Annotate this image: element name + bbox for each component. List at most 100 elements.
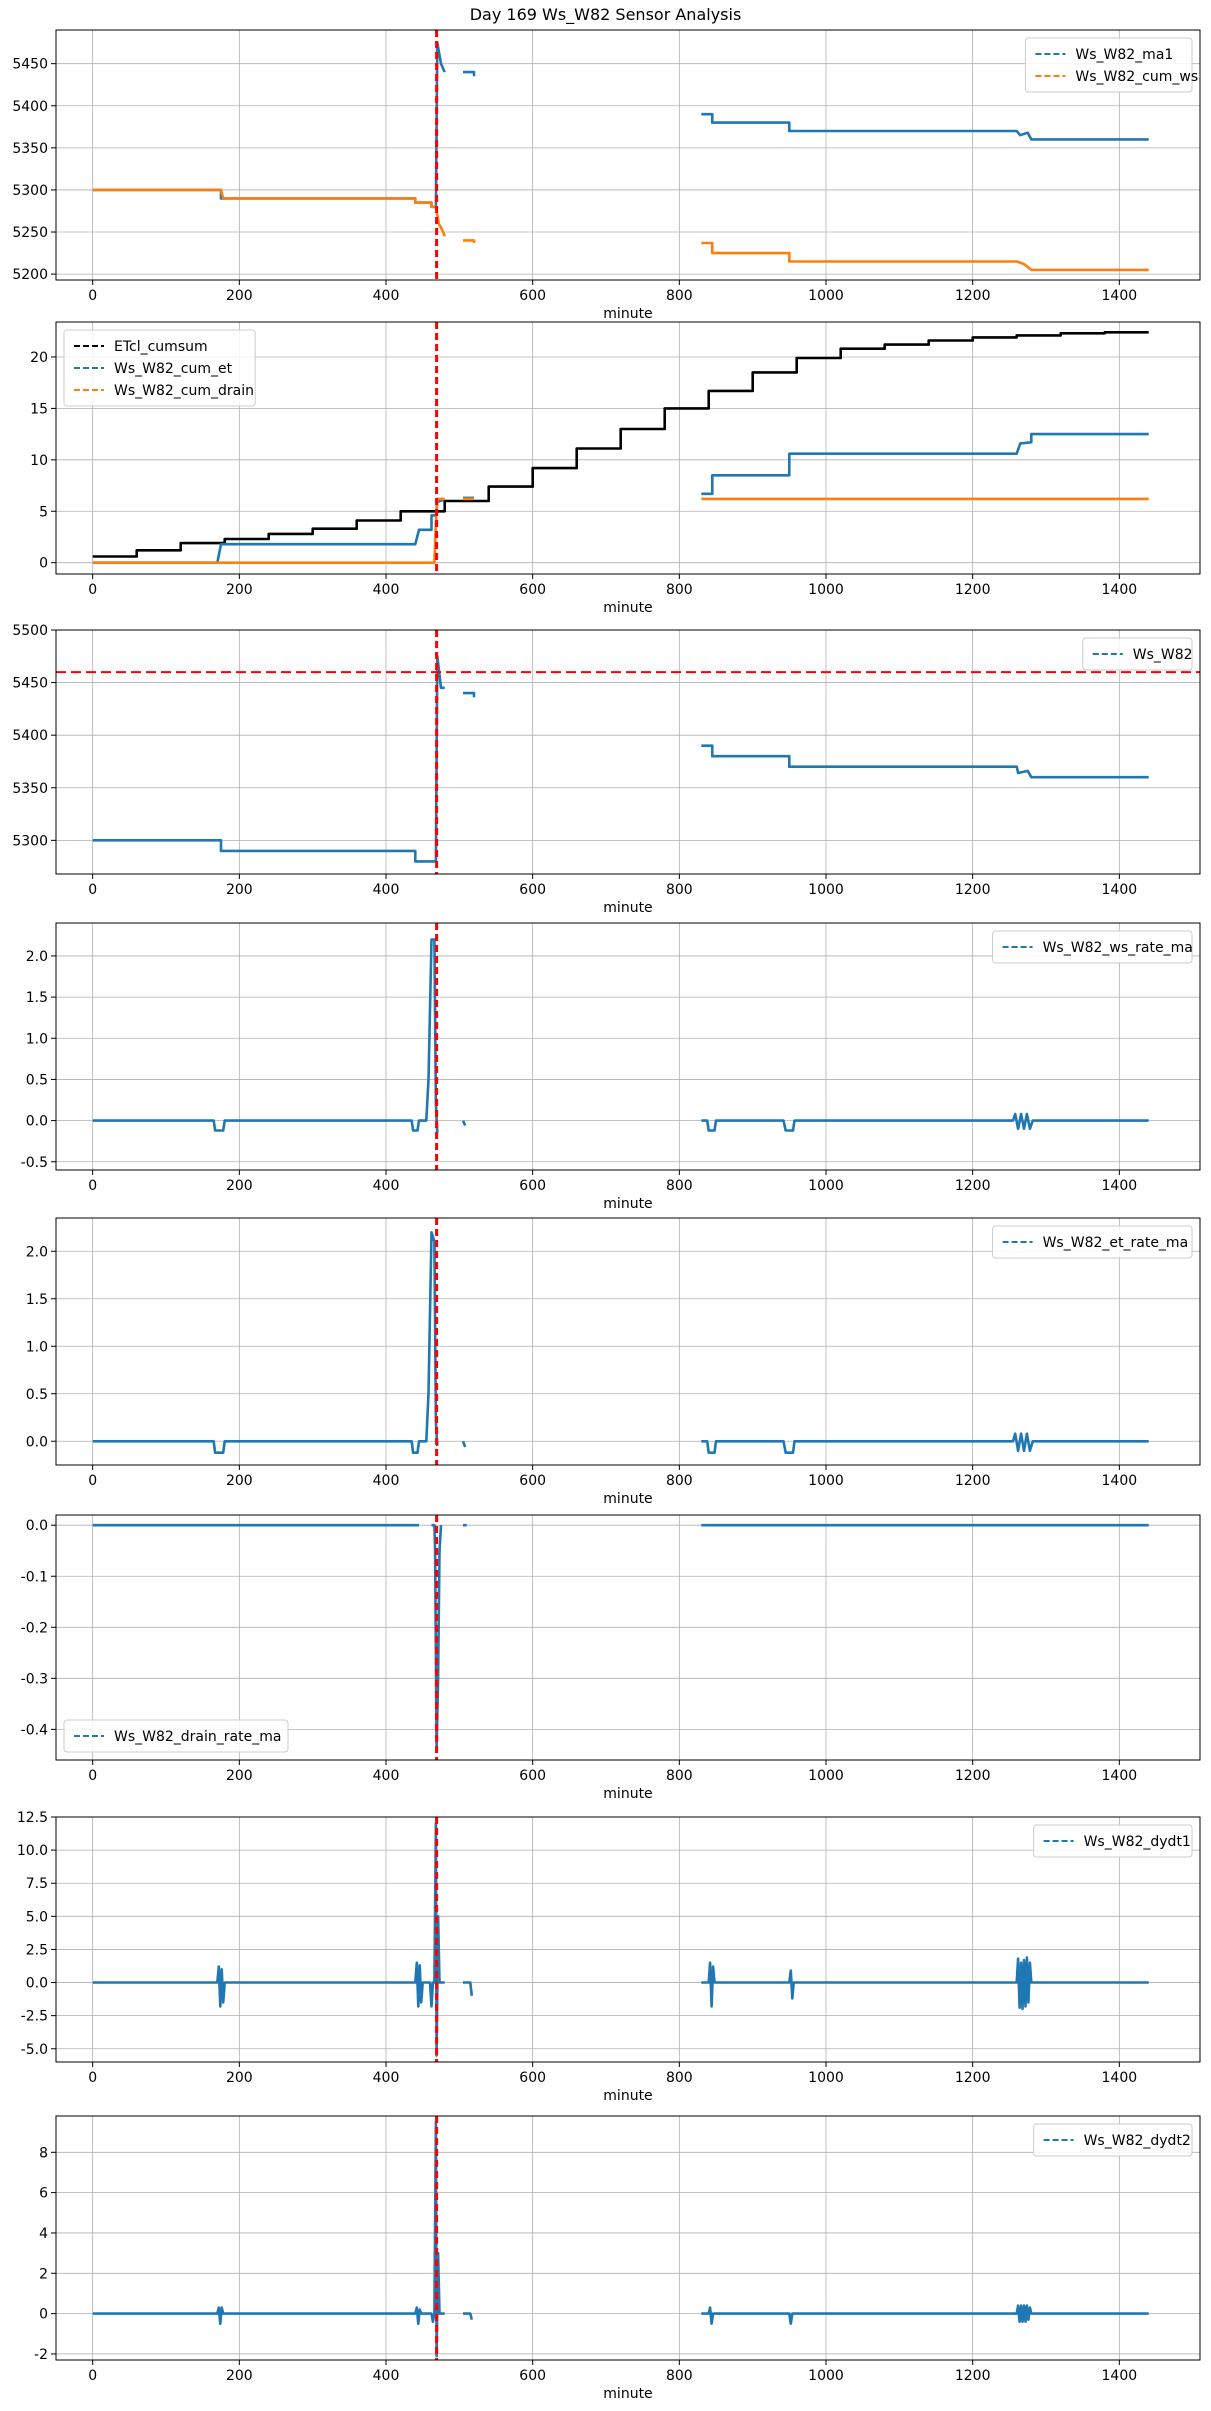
x-tick-label: 1000 [808,288,844,304]
series-line [701,2304,1149,2325]
legend-label: Ws_W82 [1133,647,1193,663]
plot-area [92,923,1149,1170]
legend: ETcl_cumsum Ws_W82_cum_et Ws_W82_cum_drain [63,329,256,407]
x-tick-label: 800 [666,882,693,898]
series-line [92,655,445,863]
y-tick-label: 2.5 [26,1942,48,1958]
x-axis-label: minute [603,2088,652,2104]
legend-box [1033,1824,1193,1858]
x-tick-label: 400 [373,2368,400,2384]
subplot-6: 0 200 400 600 800 1000 1200 1400 -0.4 -0.3 -0.2 -0.… [21,1514,1201,1802]
y-tick-label: 1.5 [26,1292,48,1308]
series-line [701,744,1149,779]
y-tick-label: 2 [39,2266,48,2282]
axes-frame [55,1514,1201,1761]
y-tick-label: -0.2 [21,1620,48,1636]
legend-label: Ws_W82_dydt2 [1084,2133,1191,2149]
y-tick-label: 5350 [12,141,48,157]
legend-box [992,1225,1193,1259]
y-tick-label: 0.5 [26,1387,48,1403]
series-line [92,1231,439,1454]
x-tick-label: 1000 [808,582,844,598]
axes-frame [55,2115,1201,2361]
x-tick-label: 600 [519,2070,546,2086]
series-line [701,1956,1149,2011]
x-tick-label: 1000 [808,2070,844,2086]
x-tick-label: 600 [519,2368,546,2384]
legend-box [1024,37,1193,93]
x-tick-label: 400 [373,1768,400,1784]
series-line [701,241,1149,272]
y-tick-label: 5.0 [26,1909,48,1925]
series-line [701,1432,1149,1454]
x-tick-label: 200 [226,582,253,598]
y-tick-label: 5500 [12,623,48,639]
plot-area [56,630,1200,874]
y-tick-label: 10.0 [17,1843,48,1859]
legend-label: Ws_W82_cum_ws [1075,69,1198,85]
x-tick-label: 1200 [955,2070,991,2086]
x-tick-label: 0 [88,288,97,304]
x-tick-label: 1400 [1102,882,1138,898]
y-tick-label: 0.0 [26,1518,48,1534]
x-tick-label: 400 [373,1473,400,1489]
x-tick-label: 800 [666,1473,693,1489]
x-tick-label: 600 [519,288,546,304]
y-tick-label: 2.0 [26,949,48,965]
y-tick-label: 0 [39,2307,48,2323]
x-tick-label: 800 [666,288,693,304]
x-tick-label: 0 [88,1768,97,1784]
subplot-1: 0 200 400 600 800 1000 1200 1400 5200 5250 5300 535… [12,29,1201,322]
y-tick-label: -5.0 [21,2042,48,2058]
series-line [92,331,1149,558]
y-tick-label: -0.4 [21,1722,48,1738]
y-tick-label: 5200 [12,267,48,283]
x-axis-label: minute [603,2386,652,2402]
y-tick-label: 5250 [12,225,48,241]
plot-area [92,1817,1149,2062]
x-axis-label: minute [603,306,652,322]
axes-frame [55,1816,1201,2063]
y-tick-label: 12.5 [17,1810,48,1826]
legend-box [63,1719,289,1753]
series-line [92,188,446,237]
x-tick-label: 1200 [955,882,991,898]
x-tick-label: 200 [226,882,253,898]
x-tick-label: 0 [88,2070,97,2086]
y-tick-label: 5 [39,504,48,520]
x-tick-label: 600 [519,882,546,898]
legend-box [1033,2123,1193,2157]
subplot-2: 0 200 400 600 800 1000 1200 1400 0 5 10 15 20 minute E… [30,321,1201,616]
y-tick-label: -0.3 [21,1671,48,1687]
x-tick-label: 1200 [955,582,991,598]
x-tick-label: 1200 [955,1768,991,1784]
series-line [463,239,476,243]
y-tick-label: 8 [39,2145,48,2161]
series-line [461,1120,467,1127]
plot-area [92,30,1149,280]
y-tick-label: 1.0 [26,1339,48,1355]
y-tick-label: 5450 [12,57,48,73]
x-tick-label: 1000 [808,1768,844,1784]
subplot-4: 0 200 400 600 800 1000 1200 1400 -0.5 0.0 0.5 1.0 1.… [21,922,1201,1212]
x-tick-label: 800 [666,1178,693,1194]
plot-area [92,2116,1149,2360]
x-tick-label: 600 [519,1768,546,1784]
x-tick-label: 1200 [955,2368,991,2384]
legend-box [1082,637,1193,671]
series-line [701,432,1149,496]
x-tick-label: 600 [519,1178,546,1194]
legend-label: Ws_W82_cum_drain [114,383,254,399]
x-tick-label: 1400 [1102,2070,1138,2086]
legend: Ws_W82_et_rate_ma [992,1225,1193,1259]
series-line [701,112,1149,141]
legend-label: Ws_W82_dydt1 [1084,1834,1191,1850]
x-tick-label: 1000 [808,1178,844,1194]
series-line [463,2312,474,2321]
y-tick-label: 5300 [12,833,48,849]
series-line [463,691,476,698]
series-line [461,1440,467,1448]
series-line [92,497,445,564]
y-tick-label: -2.5 [21,2009,48,2025]
x-tick-label: 1000 [808,1473,844,1489]
